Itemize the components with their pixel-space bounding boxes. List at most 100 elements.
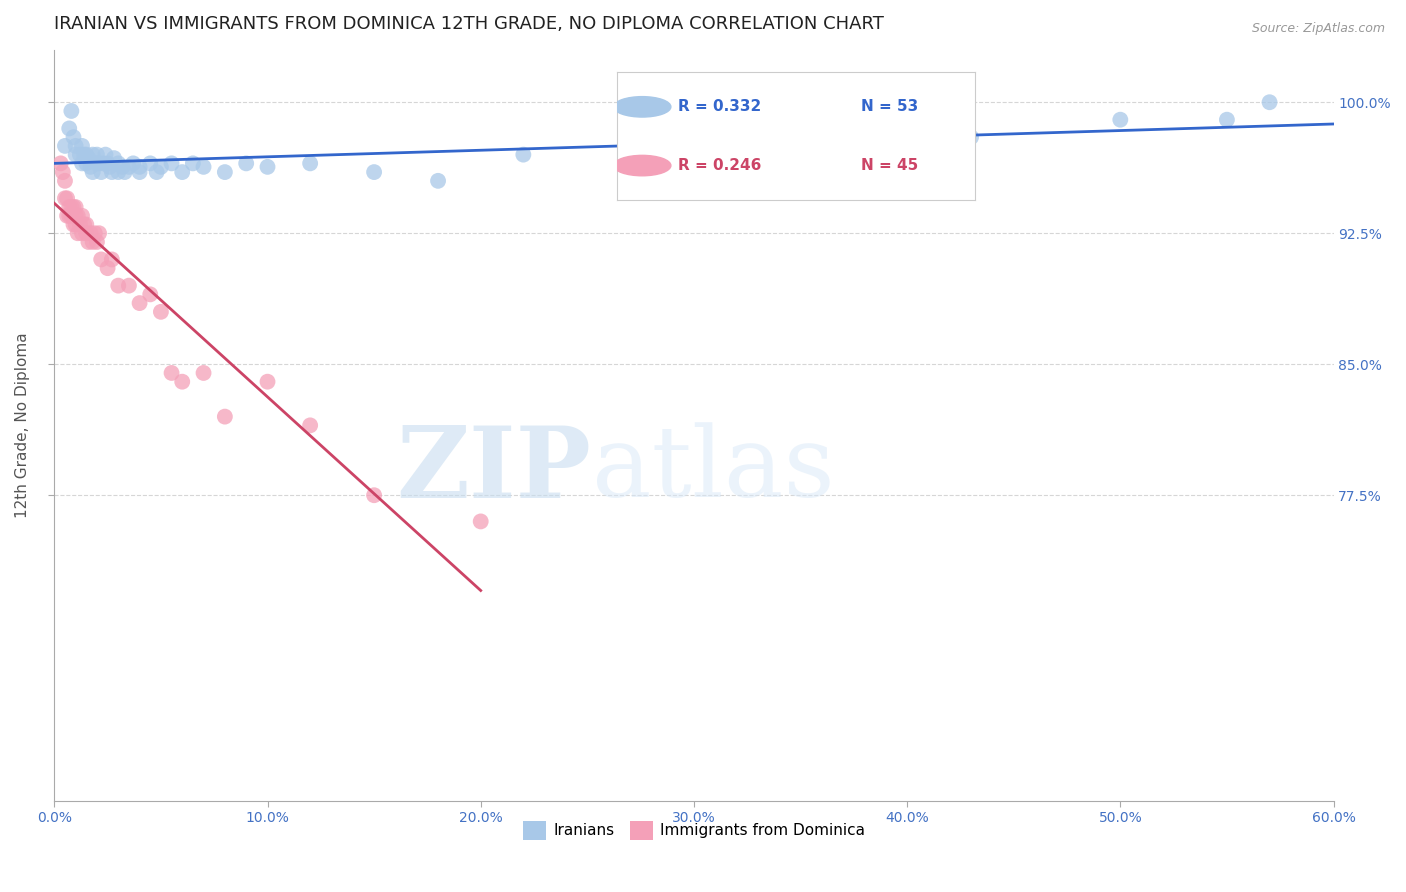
Point — [90, 165, 112, 179]
Point — [299, 418, 322, 433]
Point — [60, 103, 83, 118]
Point — [53, 139, 76, 153]
Point — [160, 366, 183, 380]
Text: IRANIAN VS IMMIGRANTS FROM DOMINICA 12TH GRADE, NO DIPLOMA CORRELATION CHART: IRANIAN VS IMMIGRANTS FROM DOMINICA 12TH… — [55, 15, 884, 33]
Point — [256, 160, 278, 174]
Point — [60, 200, 83, 214]
Legend: Iranians, Immigrants from Dominica: Iranians, Immigrants from Dominica — [516, 815, 872, 846]
Point — [1109, 112, 1132, 127]
Point — [512, 147, 534, 161]
Point — [960, 130, 983, 145]
Point — [49, 156, 72, 170]
Point — [62, 218, 84, 232]
Point — [69, 218, 91, 232]
Point — [128, 296, 150, 310]
Point — [111, 160, 134, 174]
Point — [75, 218, 97, 232]
Point — [103, 151, 125, 165]
Point — [128, 160, 150, 174]
Point — [114, 165, 136, 179]
Point — [56, 209, 79, 223]
Point — [118, 160, 141, 174]
Point — [62, 200, 84, 214]
Point — [65, 218, 87, 232]
Point — [86, 156, 108, 170]
Point — [69, 147, 91, 161]
Point — [139, 156, 162, 170]
Point — [82, 235, 104, 249]
Point — [172, 375, 194, 389]
Point — [70, 139, 93, 153]
Point — [66, 209, 89, 223]
Point — [70, 226, 93, 240]
Point — [66, 226, 89, 240]
Y-axis label: 12th Grade, No Diploma: 12th Grade, No Diploma — [15, 333, 30, 518]
Point — [56, 191, 79, 205]
Point — [214, 409, 236, 424]
Point — [73, 218, 96, 232]
Point — [58, 200, 80, 214]
Point — [107, 165, 129, 179]
Point — [107, 156, 129, 170]
Point — [470, 515, 492, 529]
Point — [363, 488, 385, 502]
Point — [235, 156, 257, 170]
Point — [70, 209, 93, 223]
Point — [363, 165, 385, 179]
Point — [427, 174, 450, 188]
Point — [90, 252, 112, 267]
Point — [86, 235, 108, 249]
Point — [107, 278, 129, 293]
Point — [79, 226, 101, 240]
Point — [101, 252, 124, 267]
Point — [75, 226, 97, 240]
Point — [65, 139, 87, 153]
Point — [172, 165, 194, 179]
Point — [77, 235, 100, 249]
Point — [65, 209, 87, 223]
Point — [75, 147, 97, 161]
Point — [193, 366, 215, 380]
Point — [53, 174, 76, 188]
Point — [139, 287, 162, 301]
Point — [160, 156, 183, 170]
Point — [683, 156, 706, 170]
Point — [87, 156, 110, 170]
Point — [1216, 112, 1239, 127]
Point — [94, 147, 117, 161]
Text: ZIP: ZIP — [396, 422, 592, 519]
Point — [128, 165, 150, 179]
Point — [77, 151, 100, 165]
Point — [149, 160, 172, 174]
Point — [83, 226, 105, 240]
Point — [52, 165, 75, 179]
Point — [86, 147, 108, 161]
Point — [58, 209, 80, 223]
Point — [256, 375, 278, 389]
Point — [79, 160, 101, 174]
Point — [87, 226, 110, 240]
Point — [65, 147, 87, 161]
Point — [299, 156, 322, 170]
Point — [65, 200, 87, 214]
Point — [60, 209, 83, 223]
Point — [118, 278, 141, 293]
Text: Source: ZipAtlas.com: Source: ZipAtlas.com — [1251, 22, 1385, 36]
Point — [62, 130, 84, 145]
Point — [73, 147, 96, 161]
Point — [145, 165, 167, 179]
Point — [214, 165, 236, 179]
Point — [149, 305, 172, 319]
Text: atlas: atlas — [592, 423, 834, 518]
Point — [193, 160, 215, 174]
Point — [82, 165, 104, 179]
Point — [58, 121, 80, 136]
Point — [53, 191, 76, 205]
Point — [181, 156, 204, 170]
Point — [70, 156, 93, 170]
Point — [122, 156, 145, 170]
Point — [97, 156, 120, 170]
Point — [1258, 95, 1281, 110]
Point — [101, 165, 124, 179]
Point — [75, 156, 97, 170]
